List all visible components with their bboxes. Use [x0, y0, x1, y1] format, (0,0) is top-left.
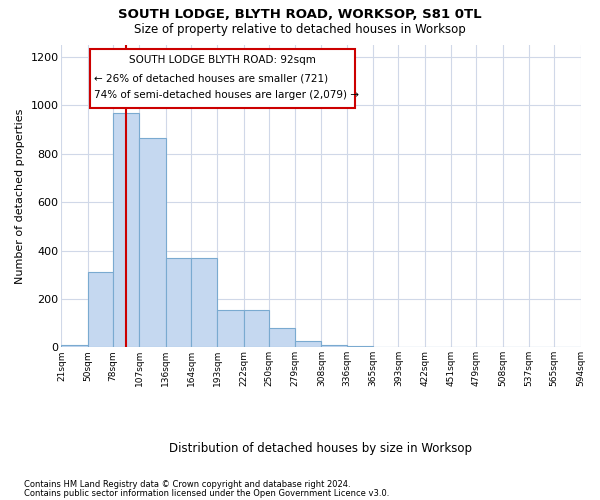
- Bar: [61, 345, 88, 348]
- Text: Size of property relative to detached houses in Worksop: Size of property relative to detached ho…: [134, 22, 466, 36]
- Bar: [113, 112, 139, 348]
- Bar: [322, 345, 347, 348]
- Text: Contains HM Land Registry data © Crown copyright and database right 2024.: Contains HM Land Registry data © Crown c…: [24, 480, 350, 489]
- Text: Contains public sector information licensed under the Open Government Licence v3: Contains public sector information licen…: [24, 488, 389, 498]
- Bar: [89, 48, 355, 108]
- Bar: [295, 341, 322, 347]
- Bar: [88, 272, 113, 347]
- Bar: [347, 346, 373, 348]
- Bar: [217, 310, 244, 348]
- Text: SOUTH LODGE, BLYTH ROAD, WORKSOP, S81 0TL: SOUTH LODGE, BLYTH ROAD, WORKSOP, S81 0T…: [118, 8, 482, 20]
- Text: ← 26% of detached houses are smaller (721): ← 26% of detached houses are smaller (72…: [94, 74, 328, 84]
- Bar: [166, 258, 191, 348]
- Y-axis label: Number of detached properties: Number of detached properties: [15, 108, 25, 284]
- Bar: [139, 138, 166, 348]
- Text: SOUTH LODGE BLYTH ROAD: 92sqm: SOUTH LODGE BLYTH ROAD: 92sqm: [129, 56, 316, 66]
- X-axis label: Distribution of detached houses by size in Worksop: Distribution of detached houses by size …: [169, 442, 472, 455]
- Bar: [244, 310, 269, 348]
- Bar: [269, 328, 295, 347]
- Text: 74% of semi-detached houses are larger (2,079) →: 74% of semi-detached houses are larger (…: [94, 90, 359, 100]
- Bar: [191, 258, 217, 348]
